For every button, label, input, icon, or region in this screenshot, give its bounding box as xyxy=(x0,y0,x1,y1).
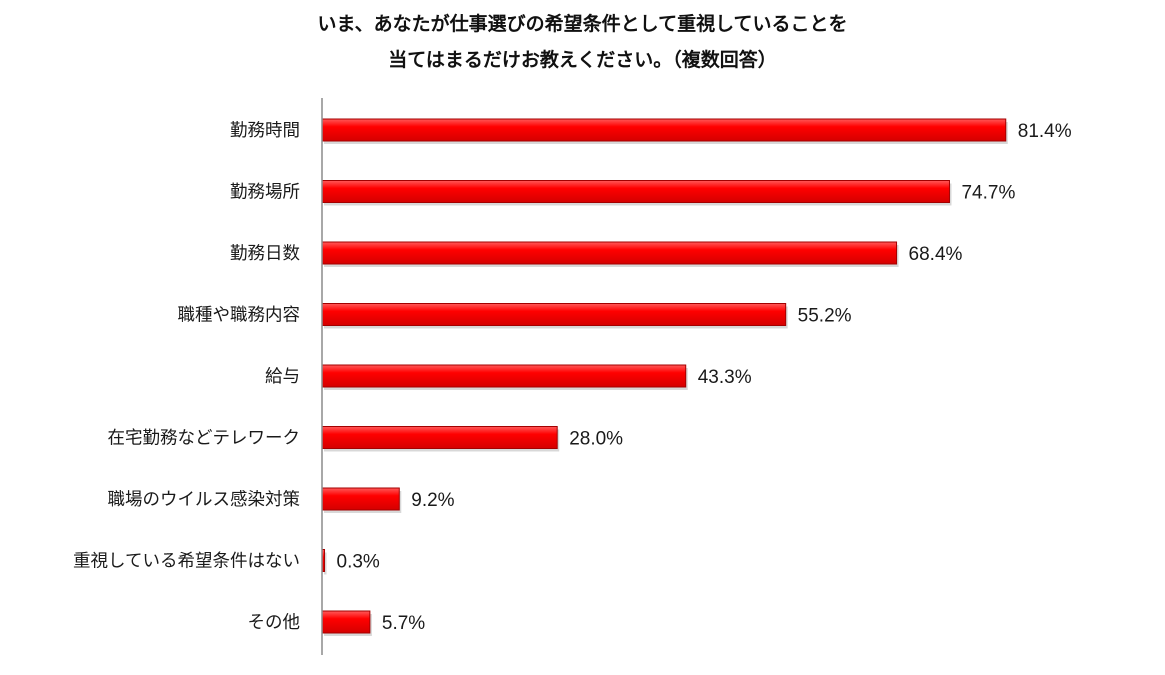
bar xyxy=(321,303,787,326)
category-label: その他 xyxy=(248,613,301,633)
bar xyxy=(321,426,558,449)
value-label: 74.7% xyxy=(961,183,1015,204)
bar xyxy=(321,180,950,203)
chart-title: いま、あなたが仕事選びの希望条件として重視していることを xyxy=(317,13,848,35)
value-label: 81.4% xyxy=(1018,121,1072,142)
bar xyxy=(321,364,687,388)
value-label: 0.3% xyxy=(337,552,380,573)
chart-title-block: いま、あなたが仕事選びの希望条件として重視していることを 当てはまるだけお教えく… xyxy=(0,6,1165,78)
value-label: 43.3% xyxy=(698,367,752,388)
chart-subtitle: 当てはまるだけお教えください。（複数回答） xyxy=(388,49,777,71)
category-label: 勤務場所 xyxy=(230,183,300,203)
value-label: 55.2% xyxy=(798,306,852,327)
value-label: 5.7% xyxy=(382,613,425,634)
bar xyxy=(321,610,371,634)
value-label: 68.4% xyxy=(909,244,963,265)
plot-area: 勤務時間 81.4% 勤務場所 74.7% 勤務日数 68.4% 職種や職務内容 55.2% 給… xyxy=(73,98,1072,655)
bar xyxy=(321,241,898,265)
category-label: 給与 xyxy=(265,367,300,387)
category-label: 勤務日数 xyxy=(230,244,300,264)
bar-shadow xyxy=(324,552,327,575)
category-label: 勤務時間 xyxy=(230,121,300,141)
category-label: 職種や職務内容 xyxy=(178,306,301,326)
value-label: 9.2% xyxy=(411,490,454,511)
bar xyxy=(321,118,1007,142)
bar xyxy=(321,487,400,511)
category-label: 職場のウイルス感染対策 xyxy=(108,490,301,510)
category-label: 重視している希望条件はない xyxy=(73,552,300,572)
category-label: 在宅勤務などテレワーク xyxy=(108,429,301,449)
value-label: 28.0% xyxy=(569,429,623,450)
